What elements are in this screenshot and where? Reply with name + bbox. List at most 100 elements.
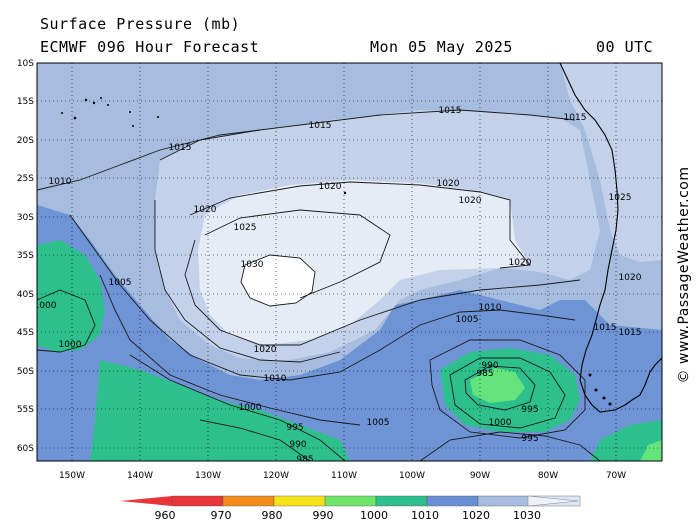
isobar-label: 1015 (594, 323, 617, 333)
isobar-1005 (99, 274, 361, 426)
isobar-label: 1010 (264, 374, 287, 384)
band-990-west (37, 240, 105, 352)
model-forecast-label: ECMWF 096 Hour Forecast (40, 38, 260, 56)
lat-label: 15S (17, 97, 34, 107)
isobar-label: 1020 (619, 273, 642, 283)
lat-label: 45S (17, 328, 34, 338)
band-1020-coast (560, 63, 662, 262)
isobar-label: 990 (289, 440, 306, 450)
legend-right-arrow (527, 495, 579, 507)
band-990-south (90, 360, 350, 461)
lat-label: 50S (17, 367, 34, 377)
lat-label: 20S (17, 136, 34, 146)
isobar-label: 1000 (239, 403, 262, 413)
legend-bin (273, 495, 326, 507)
map-grid (37, 63, 662, 461)
lat-label: 55S (17, 405, 34, 415)
legend-label: 970 (211, 509, 232, 522)
legend-bin (324, 495, 377, 507)
isobar-label: 1015 (619, 328, 642, 338)
isobar-1015b (154, 200, 341, 363)
legend-label: 1000 (360, 509, 388, 522)
isobar-label: 1010 (479, 303, 502, 313)
lat-label: 25S (17, 174, 34, 184)
isobar-label: 1025 (609, 193, 632, 203)
lon-label: 120W (263, 471, 289, 481)
isobar-label: 1005 (456, 315, 479, 325)
isobar-label: 1005 (109, 278, 132, 288)
isobar-label: 1025 (234, 223, 257, 233)
legend-label: 1020 (462, 509, 490, 522)
isobar-label: 1020 (459, 196, 482, 206)
south-america-coastline (559, 63, 662, 413)
isobar-label: 985 (296, 455, 313, 465)
isobar-1025 (204, 209, 391, 299)
isobar-1005-south (419, 431, 601, 461)
legend-bin (171, 495, 224, 507)
isobar-label: 985 (476, 369, 493, 379)
legend-bin (477, 495, 530, 507)
latitude-labels: 10S 15S 20S 25S 30S 35S 40S 45S 50S 55S 60S (17, 59, 34, 454)
isobar-1000-west (37, 289, 96, 353)
band-990-southeast (590, 420, 662, 461)
isobar-1000-east (429, 339, 586, 439)
isobar-label: 1000 (59, 340, 82, 350)
legend-left-arrow (120, 496, 172, 506)
band-980-east (470, 368, 525, 403)
band-980-southeast (640, 440, 662, 461)
isobar-label: 1020 (319, 182, 342, 192)
isobar-label: 995 (521, 434, 538, 444)
isobar-1000-south (129, 354, 346, 461)
band-1030 (241, 255, 315, 306)
lon-label: 100W (399, 471, 425, 481)
isobar-label: 1020 (194, 205, 217, 215)
pressure-legend: 960 970 980 990 1000 1010 1020 1030 (120, 495, 581, 522)
isobar-1010 (69, 214, 576, 381)
lon-label: 70W (606, 471, 626, 481)
isobar-label: 995 (286, 423, 303, 433)
isobar-995-east (449, 357, 566, 429)
isobar-label: 995 (521, 405, 538, 415)
isobar-label: 1030 (241, 260, 264, 270)
legend-label: 1010 (411, 509, 439, 522)
watermark-text: © www.PassageWeather.com (676, 166, 692, 384)
lon-label: 150W (59, 471, 85, 481)
legend-label: 960 (155, 509, 176, 522)
isobar-1020c (184, 239, 581, 346)
legend-bin (222, 495, 275, 507)
longitude-labels: 150W 140W 130W 120W 110W 100W 90W 80W 70W (59, 471, 626, 481)
isobar-1030 (240, 254, 316, 307)
isobar-label: 1020 (509, 258, 532, 268)
isobar-label: 1015 (439, 106, 462, 116)
legend-bin (426, 495, 479, 507)
lat-label: 60S (17, 444, 34, 454)
islands (61, 97, 612, 406)
isobar-label: 1020 (254, 345, 277, 355)
legend-label: 990 (313, 509, 334, 522)
isobar-label: 1000 (489, 418, 512, 428)
watermark: © www.PassageWeather.com (672, 150, 696, 400)
isobar-1020b (189, 181, 531, 269)
lon-label: 90W (470, 471, 490, 481)
isobar-label: 1010 (49, 177, 72, 187)
forecast-date: Mon 05 May 2025 (370, 38, 513, 56)
isobar-label: 1020 (437, 179, 460, 189)
isobar-995-south (199, 419, 311, 461)
map-frame (36, 62, 663, 462)
lat-label: 35S (17, 251, 34, 261)
lon-label: 140W (127, 471, 153, 481)
isobar-label: 1015 (169, 143, 192, 153)
chart-title: Surface Pressure (mb) (40, 15, 241, 33)
isobar-label: 1000 (34, 301, 57, 311)
isobar-label: 990 (481, 361, 498, 371)
isobar-990-east (464, 365, 536, 411)
lat-label: 30S (17, 213, 34, 223)
isobar-label: 1015 (564, 113, 587, 123)
lat-label: 10S (17, 59, 34, 69)
legend-bin (375, 495, 428, 507)
isobar-1020 (159, 129, 261, 161)
lon-label: 110W (331, 471, 357, 481)
legend-label: 980 (262, 509, 283, 522)
